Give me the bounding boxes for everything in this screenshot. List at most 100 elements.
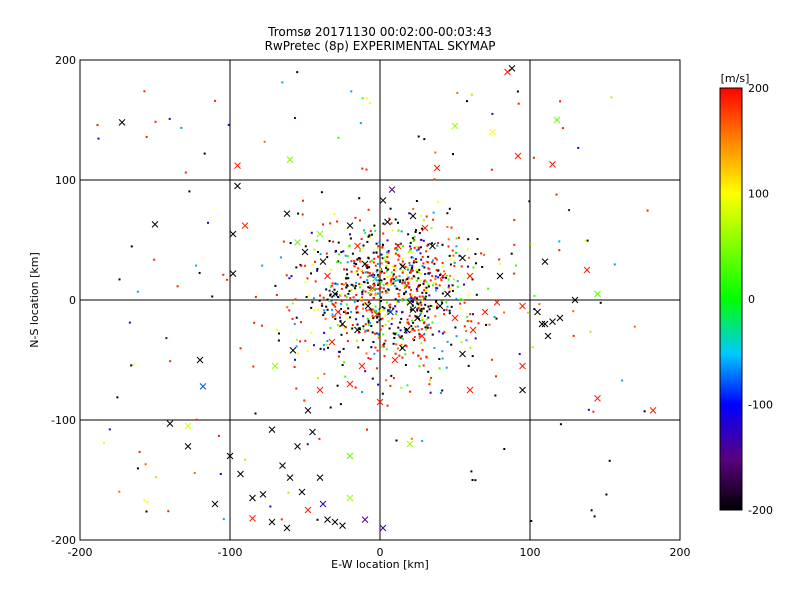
scatter-dot	[559, 423, 562, 426]
scatter-dot	[459, 298, 462, 301]
scatter-dot	[440, 300, 443, 303]
scatter-dot	[468, 275, 471, 277]
scatter-dot	[367, 271, 369, 274]
scatter-dot	[447, 286, 450, 289]
scatter-dot	[214, 99, 217, 102]
x-tick-label: -100	[218, 546, 243, 559]
scatter-dot	[397, 229, 400, 232]
scatter-dot	[410, 247, 412, 250]
scatter-dot	[362, 271, 365, 274]
colorbar-tick-label: 0	[748, 293, 755, 306]
scatter-dot	[381, 317, 384, 320]
scatter-dot	[413, 238, 416, 241]
scatter-dot	[176, 285, 179, 288]
scatter-dot	[392, 273, 395, 276]
scatter-dot	[282, 240, 285, 243]
scatter-dot	[377, 312, 380, 315]
scatter-dot	[366, 279, 369, 282]
scatter-dot	[418, 232, 421, 234]
scatter-dot	[378, 272, 381, 275]
scatter-cross	[514, 152, 522, 160]
scatter-dot	[421, 255, 424, 258]
scatter-dot	[382, 232, 385, 235]
scatter-dot	[456, 285, 459, 288]
scatter-dot	[370, 289, 373, 292]
scatter-dot	[530, 520, 533, 522]
scatter-dot	[437, 269, 440, 272]
scatter-dot	[413, 339, 416, 342]
scatter-dot	[329, 294, 332, 297]
scatter-dot	[409, 269, 412, 272]
scatter-dot	[531, 346, 534, 349]
scatter-dot	[438, 284, 441, 287]
scatter-dot	[415, 249, 418, 252]
scatter-dot	[384, 260, 387, 263]
scatter-dot	[331, 296, 334, 299]
scatter-dot	[317, 251, 319, 253]
scatter-dot	[342, 283, 345, 286]
scatter-dot	[416, 290, 419, 292]
scatter-dot	[391, 229, 394, 232]
scatter-dot	[370, 309, 373, 312]
scatter-dot	[396, 247, 399, 250]
scatter-dot	[421, 348, 424, 351]
scatter-dot	[362, 325, 365, 328]
scatter-dot	[400, 343, 403, 346]
scatter-dot	[414, 258, 417, 260]
scatter-dot	[330, 268, 333, 271]
scatter-dot	[360, 238, 363, 241]
scatter-dot	[359, 249, 362, 252]
scatter-cross	[294, 239, 301, 246]
scatter-dot	[386, 253, 389, 256]
scatter-dot	[380, 345, 383, 348]
scatter-dot	[613, 263, 616, 266]
scatter-cross	[229, 230, 237, 238]
scatter-dot	[518, 353, 521, 356]
scatter-dot	[406, 268, 409, 271]
scatter-dot	[387, 251, 390, 254]
scatter-dot	[254, 412, 257, 415]
scatter-dot	[330, 300, 333, 303]
scatter-dot	[384, 339, 387, 342]
scatter-dot	[397, 279, 400, 282]
scatter-dot	[467, 238, 470, 241]
scatter-dot	[382, 345, 385, 348]
scatter-dot	[423, 286, 426, 289]
scatter-dot	[155, 476, 158, 479]
scatter-dot	[350, 260, 353, 263]
scatter-cross	[237, 470, 244, 478]
scatter-dot	[392, 275, 395, 278]
scatter-dot	[346, 261, 349, 264]
scatter-dot	[385, 379, 388, 382]
colorbar-tick-label: 200	[748, 82, 769, 95]
scatter-dot	[377, 292, 379, 295]
scatter-cross	[339, 522, 346, 529]
scatter-dot	[367, 323, 370, 326]
scatter-dot	[345, 268, 348, 271]
scatter-cross	[354, 326, 361, 334]
scatter-dot	[459, 307, 462, 310]
scatter-dot	[452, 278, 455, 281]
scatter-dot	[436, 244, 439, 247]
scatter-dot	[427, 370, 430, 373]
scatter-dot	[365, 329, 368, 332]
scatter-dot	[470, 320, 473, 323]
scatter-dot	[203, 152, 206, 155]
scatter-dot	[367, 321, 370, 324]
scatter-dot	[294, 298, 297, 301]
scatter-dot	[386, 312, 389, 315]
scatter-dot	[361, 299, 364, 302]
scatter-cross	[286, 474, 294, 481]
scatter-dot	[568, 209, 571, 212]
scatter-dot	[361, 339, 364, 342]
scatter-dot	[475, 262, 477, 265]
scatter-dot	[380, 300, 382, 302]
scatter-dot	[420, 328, 423, 331]
scatter-dot	[400, 386, 403, 389]
scatter-cross	[406, 440, 414, 448]
scatter-dot	[410, 319, 413, 322]
scatter-dot	[419, 252, 422, 255]
scatter-dot	[344, 326, 347, 329]
scatter-cross	[316, 230, 324, 238]
